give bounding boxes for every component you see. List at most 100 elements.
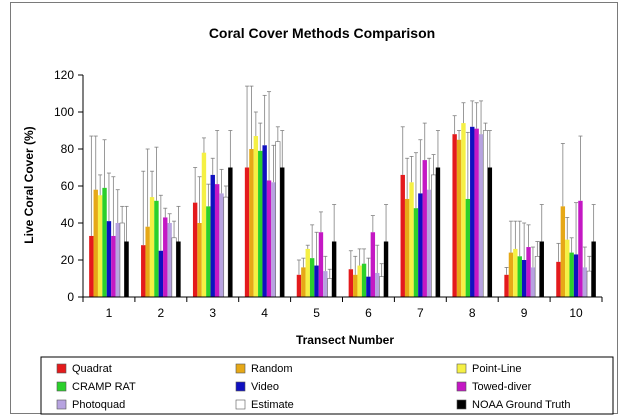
legend-swatch [56,399,67,410]
bar [348,269,354,297]
bar [327,278,333,298]
x-tick-label: 9 [521,306,528,320]
bar [141,245,146,297]
bar [461,123,466,297]
bar [370,232,376,297]
bar [418,193,423,297]
bar [258,150,263,297]
bar [244,167,250,297]
bar [404,198,410,297]
legend-box [40,356,614,415]
bar [158,250,164,297]
bar [431,174,437,298]
bar [331,241,337,297]
bar [223,196,229,298]
bar [266,180,272,297]
bar [97,195,103,297]
x-tick-label: 2 [158,306,165,320]
legend-label: Video [251,381,279,393]
legend-label: Point-Line [472,363,522,375]
bar [556,261,561,297]
bar [145,226,150,297]
x-tick-label: 3 [209,306,216,320]
bar [253,136,259,297]
y-tick-label: 0 [67,290,74,304]
bar [508,252,514,297]
bar [426,189,432,297]
bar [569,252,574,297]
bar [487,167,493,297]
legend-swatch [456,363,467,374]
bar [228,167,233,297]
bar [353,274,358,297]
bar [422,160,427,297]
bar [111,235,116,297]
bar [409,182,414,297]
bar [314,265,319,297]
legend-label: Estimate [251,399,294,411]
bar [357,265,362,297]
bar [565,239,570,297]
bar [262,145,267,297]
bar [206,206,211,297]
x-tick-label: 5 [313,306,320,320]
bar [280,167,285,297]
bar [534,255,540,298]
bar [435,167,441,297]
bar [470,126,475,297]
bar [560,206,566,297]
bar [323,271,328,297]
bar [482,130,488,298]
bar [366,276,371,297]
bar [296,274,302,297]
bar [478,134,484,297]
bar [379,276,385,298]
bar [456,139,462,297]
bar [163,217,168,297]
bar [413,208,419,297]
bar [474,128,479,297]
y-tick-label: 80 [61,142,75,156]
x-axis-title: Transect Number [296,333,394,347]
legend-label: Photoquad [72,399,125,411]
x-tick-label: 6 [365,306,372,320]
bar [124,241,129,297]
bar [539,241,544,297]
bar [102,187,107,297]
bar [530,267,536,297]
bar [192,202,198,297]
y-tick-label: 20 [61,253,75,267]
x-tick-label: 8 [469,306,476,320]
bar [275,141,281,298]
bar [452,134,457,297]
bar [573,254,579,297]
legend-swatch [235,399,246,410]
y-tick-label: 40 [61,216,75,230]
legend-label: Towed-diver [472,381,532,393]
bar [219,193,224,297]
legend-swatch [56,381,67,392]
bar [309,258,315,297]
x-tick-label: 10 [569,306,583,320]
bar [119,222,125,298]
bar [383,241,389,297]
x-tick-label: 7 [417,306,424,320]
bar [167,223,172,297]
bar [149,197,155,297]
bar [318,232,324,297]
bar [582,267,588,297]
bar [210,174,215,297]
bar [93,189,98,297]
chart-frame [10,2,618,414]
bar [578,200,583,297]
bar [249,149,254,297]
bar [504,274,509,297]
bar [305,248,310,297]
bar [214,184,220,297]
bar [271,182,276,297]
bar [171,237,177,298]
y-tick-label: 60 [61,179,75,193]
legend-swatch [456,399,467,410]
bar [465,198,471,297]
bar [400,174,405,297]
